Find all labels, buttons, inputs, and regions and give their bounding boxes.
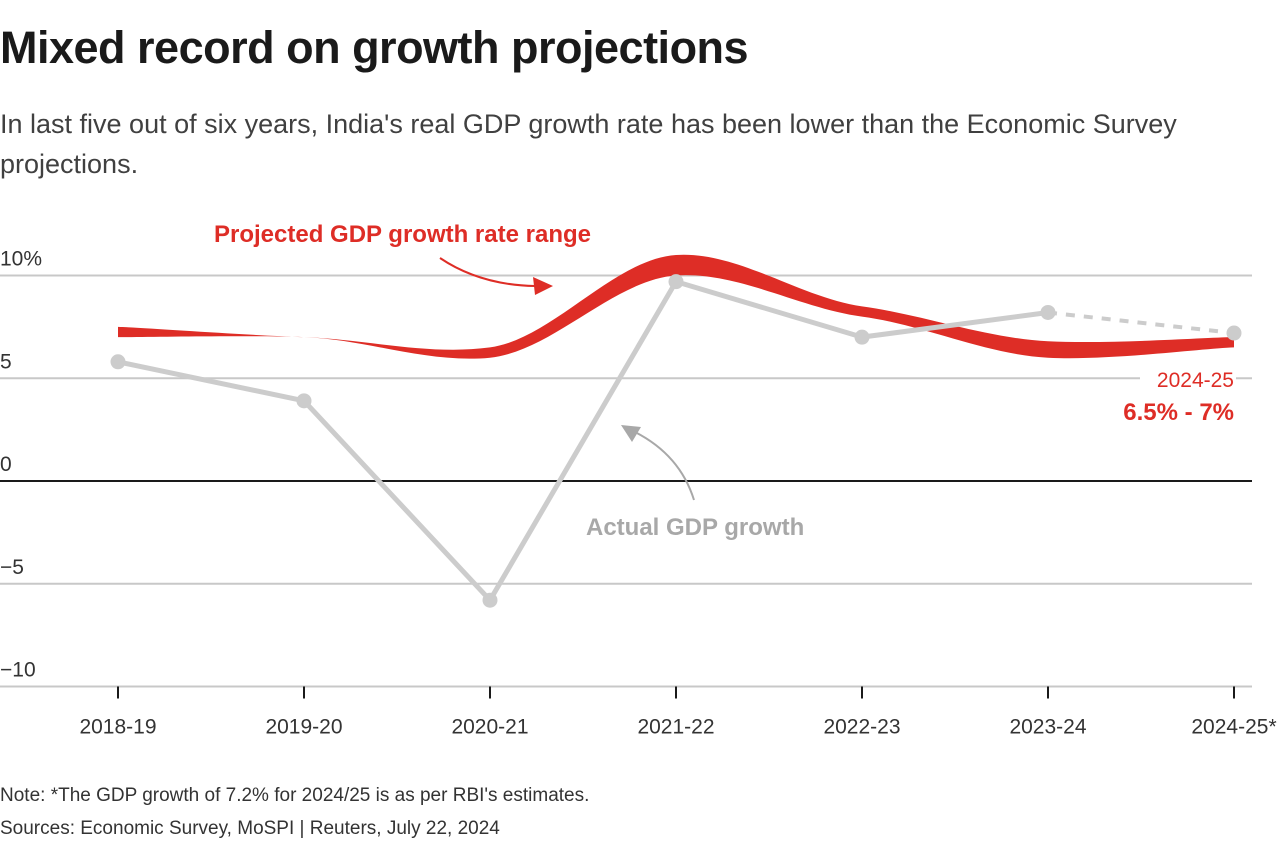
y-tick-label: −5	[0, 556, 24, 579]
actual-growth-point	[482, 592, 498, 608]
projected-arrow-shaft	[439, 257, 536, 287]
actual-arrow-shaft	[634, 431, 695, 501]
latest-year-label: 2024-25	[1157, 369, 1234, 392]
x-tick-label: 2022-23	[823, 716, 900, 739]
latest-year-label-bg	[1140, 366, 1236, 390]
projected-range-band	[118, 254, 1234, 359]
actual-growth-point	[1040, 304, 1056, 320]
x-tick-label: 2018-19	[79, 716, 156, 739]
x-tick-label: 2023-24	[1009, 716, 1086, 739]
x-tick-label: 2021-22	[637, 716, 714, 739]
x-tick-label: 2024-25*	[1191, 716, 1276, 739]
estimated-growth-point	[1226, 325, 1242, 341]
actual-arrow-head	[621, 425, 641, 442]
actual-growth-point	[296, 393, 312, 409]
projected-range-label: Projected GDP growth rate range	[214, 221, 591, 248]
actual-growth-line	[117, 279, 1049, 603]
y-tick-label: 0	[0, 453, 12, 476]
x-axis: 2018-19 2019-20 2020-21 2021-22 2022-23 2023-…	[79, 686, 1277, 739]
projected-arrow-head	[533, 277, 553, 295]
grid-layer: 10% 5 0 −5 −10	[0, 248, 1252, 688]
actual-growth-point	[110, 354, 126, 370]
chart-title: Mixed record on growth projections	[0, 22, 749, 73]
projected-band-layer	[118, 254, 1234, 359]
actual-growth-point	[854, 329, 870, 345]
x-tick-label: 2019-20	[265, 716, 342, 739]
y-tick-label: −10	[0, 659, 36, 682]
latest-range-label: 6.5% - 7%	[1123, 399, 1234, 426]
chart-subtitle: In last five out of six years, India's r…	[0, 109, 1177, 179]
actual-growth-label: Actual GDP growth	[586, 514, 804, 541]
y-tick-label: 10%	[0, 248, 42, 271]
source-line: Sources: Economic Survey, MoSPI | Reuter…	[0, 818, 500, 839]
footnote: Note: *The GDP growth of 7.2% for 2024/2…	[0, 785, 590, 806]
annotations: Projected GDP growth rate range Actual G…	[214, 221, 1236, 541]
x-tick-label: 2020-21	[451, 716, 528, 739]
y-tick-label: 5	[0, 350, 12, 373]
actual-line-layer	[110, 274, 1242, 608]
estimated-growth-dashed-line	[1047, 310, 1235, 336]
actual-growth-point	[668, 274, 684, 290]
